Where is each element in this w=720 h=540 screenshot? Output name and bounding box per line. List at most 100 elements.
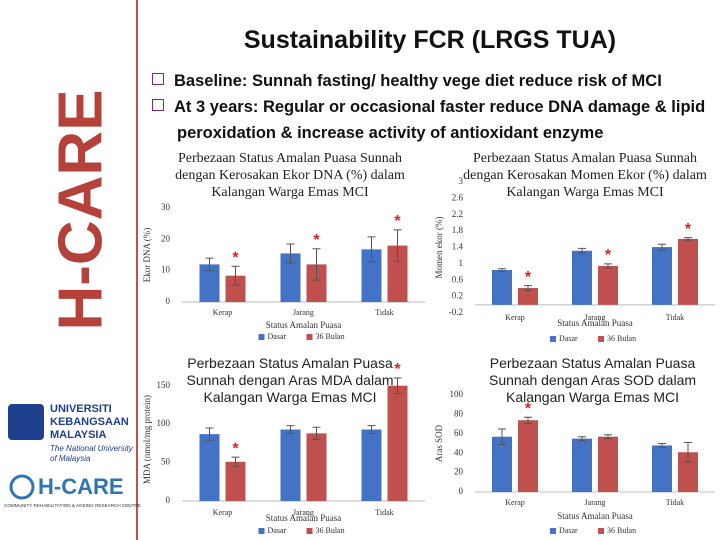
bar bbox=[361, 429, 382, 501]
error-bar bbox=[286, 243, 295, 264]
x-axis-label: Status Amalan Puasa bbox=[266, 320, 342, 330]
legend-label: Dasar bbox=[268, 332, 287, 341]
brand: H-CARE bbox=[46, 89, 115, 330]
legend-swatch bbox=[550, 528, 556, 534]
x-tick-label: Tidak bbox=[666, 313, 684, 322]
error-bar bbox=[205, 257, 214, 272]
error-bar bbox=[312, 248, 321, 281]
y-tick-label: -0.2 bbox=[449, 307, 463, 317]
legend-swatch bbox=[306, 528, 313, 534]
bullet-text: Baseline: Sunnah fasting/ healthy vege d… bbox=[174, 72, 662, 90]
bar bbox=[652, 247, 672, 305]
x-tick-label: Tidak bbox=[666, 498, 684, 507]
y-tick-label: 2.2 bbox=[452, 209, 463, 219]
bar bbox=[598, 436, 618, 492]
y-tick-label: 0 bbox=[166, 495, 171, 505]
error-bar bbox=[524, 416, 532, 424]
bar bbox=[387, 245, 408, 302]
error-bar bbox=[684, 237, 692, 241]
legend-label: 36 Bulan bbox=[316, 526, 345, 535]
error-bar bbox=[205, 427, 214, 441]
y-tick-label: 150 bbox=[157, 380, 171, 390]
error-bar bbox=[286, 425, 295, 434]
bar bbox=[572, 250, 592, 305]
bullet: Baseline: Sunnah fasting/ healthy vege d… bbox=[152, 72, 662, 91]
university-en: The National University bbox=[50, 444, 134, 453]
significance: * bbox=[525, 269, 532, 286]
significance: * bbox=[394, 213, 401, 230]
bar bbox=[280, 253, 301, 302]
y-axis-label: Aras SOD bbox=[434, 424, 444, 462]
error-bar bbox=[658, 443, 666, 448]
x-tick-label: Kerap bbox=[505, 313, 525, 322]
error-bar bbox=[312, 426, 321, 440]
chart-title: Perbezaan Status Amalan Puasa Sunnah den… bbox=[488, 355, 697, 405]
y-tick-label: 100 bbox=[450, 389, 464, 399]
bar bbox=[652, 445, 672, 492]
bar bbox=[572, 438, 592, 492]
bar bbox=[598, 265, 618, 305]
error-bar bbox=[524, 285, 532, 291]
bar bbox=[306, 264, 327, 302]
y-tick-label: 20 bbox=[454, 467, 464, 477]
y-tick-label: 1.4 bbox=[452, 242, 464, 252]
significance: * bbox=[685, 221, 692, 238]
significance: * bbox=[313, 232, 320, 249]
legend-swatch bbox=[550, 336, 556, 342]
error-bar bbox=[367, 425, 376, 434]
x-tick-label: Jarang bbox=[585, 498, 606, 507]
x-tick-label: Jarang bbox=[293, 308, 314, 317]
y-tick-label: 1 bbox=[459, 258, 464, 268]
legend-label: 36 Bulan bbox=[607, 334, 636, 343]
x-tick-label: Jarang bbox=[293, 508, 314, 517]
significance: * bbox=[525, 401, 532, 418]
bar bbox=[492, 270, 512, 305]
university: UNIVERSITI bbox=[50, 403, 112, 415]
y-tick-label: 20 bbox=[161, 233, 171, 243]
y-tick-label: 1.8 bbox=[452, 225, 464, 235]
legend-label: 36 Bulan bbox=[316, 332, 345, 341]
x-axis-label: Status Amalan Puasa bbox=[266, 513, 342, 523]
legend-label: Dasar bbox=[559, 526, 578, 535]
chart-title: Perbezaan Status Amalan Puasa Sunnah den… bbox=[463, 151, 707, 200]
error-bar bbox=[393, 229, 402, 262]
significance: * bbox=[605, 247, 612, 264]
legend-swatch bbox=[306, 334, 313, 340]
bar bbox=[387, 385, 408, 501]
logo bbox=[8, 404, 44, 440]
centre-full: COMMUNITY REHABILITATION & AGEING RESEAR… bbox=[4, 503, 141, 508]
university: KEBANGSAAN bbox=[50, 416, 129, 428]
y-tick-label: 0 bbox=[166, 296, 171, 306]
error-bar bbox=[578, 247, 586, 254]
error-bar bbox=[604, 434, 612, 440]
x-tick-label: Kerap bbox=[213, 508, 233, 517]
y-tick-label: 2.6 bbox=[452, 192, 464, 202]
y-tick-label: 60 bbox=[454, 428, 464, 438]
bar bbox=[306, 433, 327, 501]
centre: H-CARE bbox=[38, 474, 124, 499]
legend-swatch bbox=[258, 528, 265, 534]
legend-label: Dasar bbox=[559, 334, 578, 343]
error-bar bbox=[604, 263, 612, 269]
significance: * bbox=[232, 440, 239, 457]
significance: * bbox=[394, 361, 401, 378]
bar bbox=[518, 288, 538, 305]
bar bbox=[492, 436, 512, 492]
y-tick-label: 10 bbox=[161, 265, 171, 275]
y-tick-label: 80 bbox=[454, 408, 464, 418]
bar bbox=[678, 452, 698, 492]
bar bbox=[518, 420, 538, 492]
y-tick-label: 50 bbox=[161, 457, 171, 467]
legend-swatch bbox=[598, 528, 604, 534]
y-tick-label: 30 bbox=[161, 202, 171, 212]
bar bbox=[361, 249, 382, 302]
university: MALAYSIA bbox=[50, 429, 106, 441]
bar bbox=[199, 264, 220, 302]
error-bar bbox=[684, 442, 692, 463]
centre-logo bbox=[9, 474, 35, 500]
bar bbox=[225, 461, 246, 501]
y-tick-label: 0.6 bbox=[452, 274, 464, 284]
chart-title: Perbezaan Status Amalan Puasa Sunnah den… bbox=[186, 355, 394, 405]
